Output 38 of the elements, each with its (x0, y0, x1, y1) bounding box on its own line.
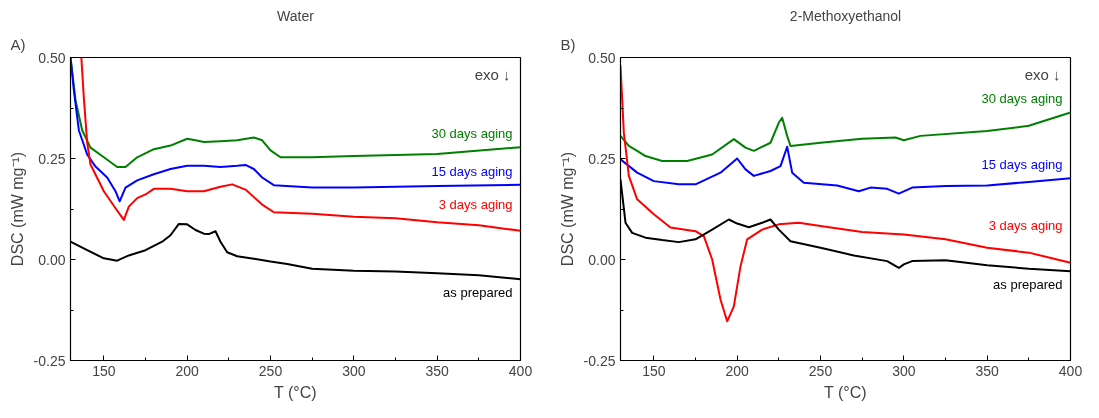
x-axis-title: T (°C) (274, 383, 317, 401)
y-tick-label: 0.25 (588, 150, 616, 167)
y-tick-label: -0.25 (33, 352, 66, 369)
y-axis-title: DSC (mW mg⁻¹) (558, 151, 576, 267)
text: A) (10, 35, 26, 53)
y-tick-label: 0.00 (38, 251, 66, 268)
x-tick-label: 150 (642, 362, 666, 379)
x-axis-title: T (°C) (824, 383, 867, 401)
y-tick-label: -0.25 (583, 352, 616, 369)
y-tick-label: 0.50 (38, 49, 66, 66)
x-tick-label: 350 (425, 362, 450, 379)
annotation: exo ↓ (1024, 65, 1061, 83)
series-label: 30 days aging (431, 126, 513, 142)
x-tick-label: 300 (892, 362, 916, 379)
x-tick-label: 300 (342, 362, 366, 379)
text: B) (560, 35, 576, 53)
x-tick-label: 250 (258, 362, 283, 379)
x-tick-label: 200 (175, 362, 200, 379)
chart-title: 2-Methoxyethanol (789, 7, 902, 24)
x-tick-label: 400 (508, 362, 533, 379)
series-label: 15 days aging (981, 157, 1063, 173)
x-tick-label: 150 (92, 362, 116, 379)
x-tick-label: 250 (808, 362, 833, 379)
y-tick-label: 0.25 (38, 150, 66, 167)
annotation: exo ↓ (474, 65, 511, 83)
series-label: as prepared (993, 277, 1063, 293)
x-tick-label: 400 (1058, 362, 1083, 379)
series-label: 30 days aging (981, 91, 1063, 107)
series-label: 15 days aging (431, 163, 513, 179)
y-axis-title: DSC (mW mg⁻¹) (8, 151, 26, 267)
x-tick-label: 350 (975, 362, 1000, 379)
series-label: 3 days aging (988, 218, 1063, 234)
series-label: 3 days aging (438, 197, 513, 213)
x-tick-label: 200 (725, 362, 750, 379)
chart-title: Water (277, 7, 315, 24)
y-tick-label: 0.50 (588, 49, 616, 66)
y-tick-label: 0.00 (588, 251, 616, 268)
series-label: as prepared (443, 285, 513, 301)
